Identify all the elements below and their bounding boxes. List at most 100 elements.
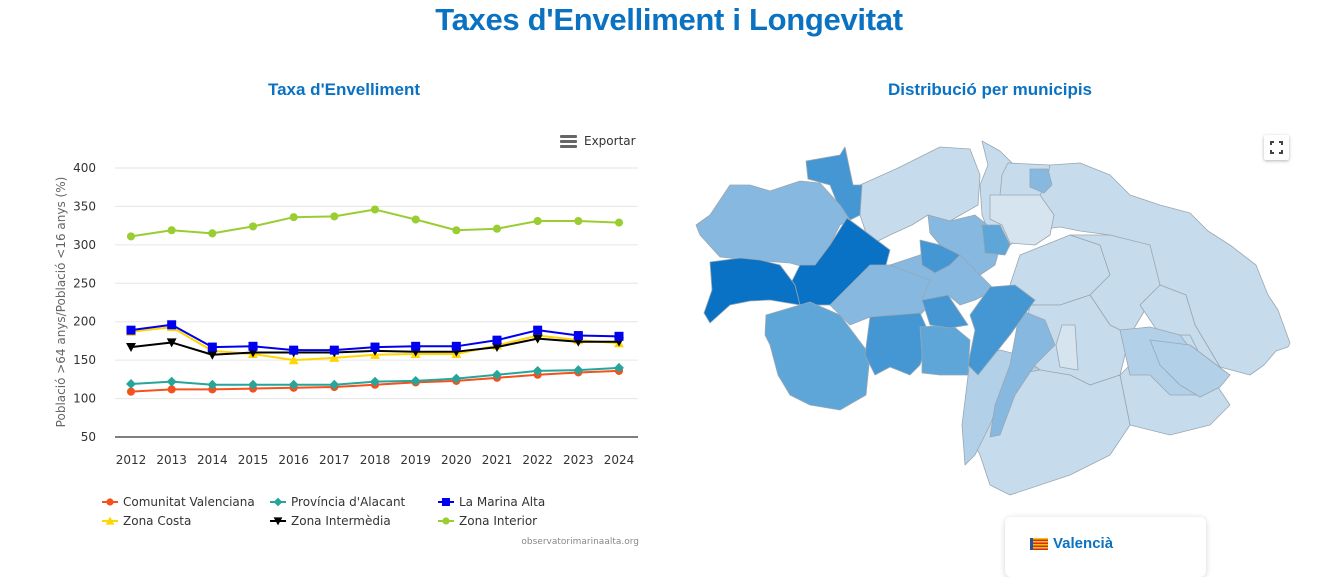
data-point[interactable] — [411, 341, 421, 351]
map-region[interactable] — [703, 257, 801, 324]
data-point[interactable] — [166, 338, 177, 348]
data-point[interactable] — [492, 335, 502, 345]
fullscreen-icon — [1270, 141, 1283, 154]
x-tick-label: 2015 — [238, 453, 269, 467]
map-region[interactable] — [864, 312, 931, 376]
map-region[interactable] — [989, 309, 1056, 438]
legend-label: Comunitat Valenciana — [123, 495, 255, 509]
y-tick-label: 350 — [73, 199, 96, 213]
data-point[interactable] — [370, 342, 380, 352]
map-region[interactable] — [1055, 324, 1079, 371]
data-point[interactable] — [533, 216, 542, 226]
y-tick-label: 200 — [73, 315, 96, 329]
data-point[interactable] — [126, 387, 136, 396]
legend-marker[interactable] — [273, 517, 283, 526]
x-tick-label: 2018 — [360, 453, 391, 467]
data-point[interactable] — [248, 341, 258, 351]
data-point[interactable] — [492, 224, 502, 233]
language-label: Valencià — [1053, 535, 1114, 552]
data-point[interactable] — [614, 331, 624, 341]
legend-label: La Marina Alta — [459, 495, 546, 509]
map-region[interactable] — [805, 146, 863, 221]
data-point[interactable] — [452, 226, 461, 235]
data-point[interactable] — [532, 365, 543, 376]
data-point[interactable] — [329, 345, 339, 355]
chart-credits[interactable]: observatorimarinaalta.org — [521, 537, 639, 547]
data-point[interactable] — [614, 218, 624, 227]
data-point[interactable] — [370, 205, 380, 214]
data-point[interactable] — [248, 379, 258, 390]
map-region[interactable] — [919, 324, 971, 376]
legend-item[interactable]: Zona Intermèdia — [270, 513, 438, 529]
legend-marker[interactable] — [442, 498, 450, 506]
legend-diamond-icon — [270, 497, 286, 507]
legend-label: Zona Costa — [123, 514, 192, 528]
y-axis-title: Població >64 anys/Població <16 anys (%) — [54, 177, 68, 428]
map-region[interactable] — [764, 301, 871, 411]
data-point[interactable] — [207, 379, 218, 390]
data-point[interactable] — [126, 343, 136, 353]
x-tick-label: 2023 — [563, 453, 594, 467]
data-point[interactable] — [329, 379, 340, 390]
data-point[interactable] — [411, 215, 420, 224]
legend-item[interactable]: Província d'Alacant — [270, 494, 438, 510]
map-region[interactable] — [1029, 168, 1053, 194]
y-tick-label: 250 — [73, 276, 96, 290]
legend-marker[interactable] — [105, 516, 115, 525]
data-point[interactable] — [533, 325, 543, 335]
fullscreen-button[interactable] — [1264, 135, 1289, 160]
data-point[interactable] — [167, 385, 176, 394]
data-point[interactable] — [126, 379, 136, 389]
data-point[interactable] — [248, 222, 258, 231]
data-point[interactable] — [492, 343, 502, 353]
legend-item[interactable]: Zona Costa — [102, 513, 270, 529]
data-point[interactable] — [492, 369, 502, 380]
x-tick-label: 2017 — [319, 453, 350, 467]
data-point[interactable] — [574, 216, 583, 226]
data-point[interactable] — [410, 375, 421, 386]
data-point[interactable] — [288, 355, 299, 365]
data-point[interactable] — [288, 379, 299, 390]
data-point[interactable] — [208, 229, 217, 238]
page-title: Taxes d'Envelliment i Longevitat — [435, 2, 903, 37]
data-point[interactable] — [167, 226, 176, 235]
map-region[interactable] — [919, 239, 961, 274]
x-tick-label: 2024 — [604, 453, 635, 467]
data-point[interactable] — [289, 213, 298, 222]
legend-marker[interactable] — [273, 497, 283, 507]
legend-item[interactable]: La Marina Alta — [438, 494, 606, 510]
line-chart: 50 100 150 200 250 300 350 400 2012 2013 2014 2015 2… — [54, 161, 638, 467]
data-point[interactable] — [166, 376, 177, 387]
map-region[interactable] — [1149, 339, 1231, 398]
series — [126, 205, 624, 396]
map-region[interactable] — [967, 284, 1036, 376]
series-prov-ncia-d-alacant — [126, 362, 624, 390]
data-point[interactable] — [614, 362, 624, 373]
data-point[interactable] — [126, 325, 136, 335]
data-point[interactable] — [207, 350, 218, 360]
data-point[interactable] — [126, 232, 136, 241]
data-point[interactable] — [573, 365, 584, 376]
data-point[interactable] — [207, 342, 217, 352]
x-tick-label: 2016 — [278, 453, 309, 467]
legend-item[interactable]: Comunitat Valenciana — [102, 494, 270, 510]
map-region[interactable] — [927, 214, 1001, 276]
map-region[interactable] — [989, 194, 1055, 246]
data-point[interactable] — [532, 334, 543, 344]
legend-marker[interactable] — [106, 498, 114, 506]
series-zona-interior — [126, 205, 624, 241]
map-region[interactable] — [981, 224, 1011, 256]
language-card[interactable]: Valencià — [1005, 517, 1206, 577]
legend-label: Zona Interior — [459, 514, 538, 528]
legend-marker[interactable] — [442, 517, 450, 525]
data-point[interactable] — [289, 345, 299, 355]
y-tick-label: 150 — [73, 353, 96, 367]
data-point[interactable] — [330, 212, 339, 221]
data-point[interactable] — [451, 373, 462, 384]
data-point[interactable] — [451, 341, 461, 351]
legend-item[interactable]: Zona Interior — [438, 513, 606, 529]
data-point[interactable] — [370, 376, 380, 387]
data-point[interactable] — [167, 320, 177, 330]
data-point[interactable] — [573, 331, 583, 341]
export-menu-button[interactable]: Exportar — [560, 134, 636, 148]
